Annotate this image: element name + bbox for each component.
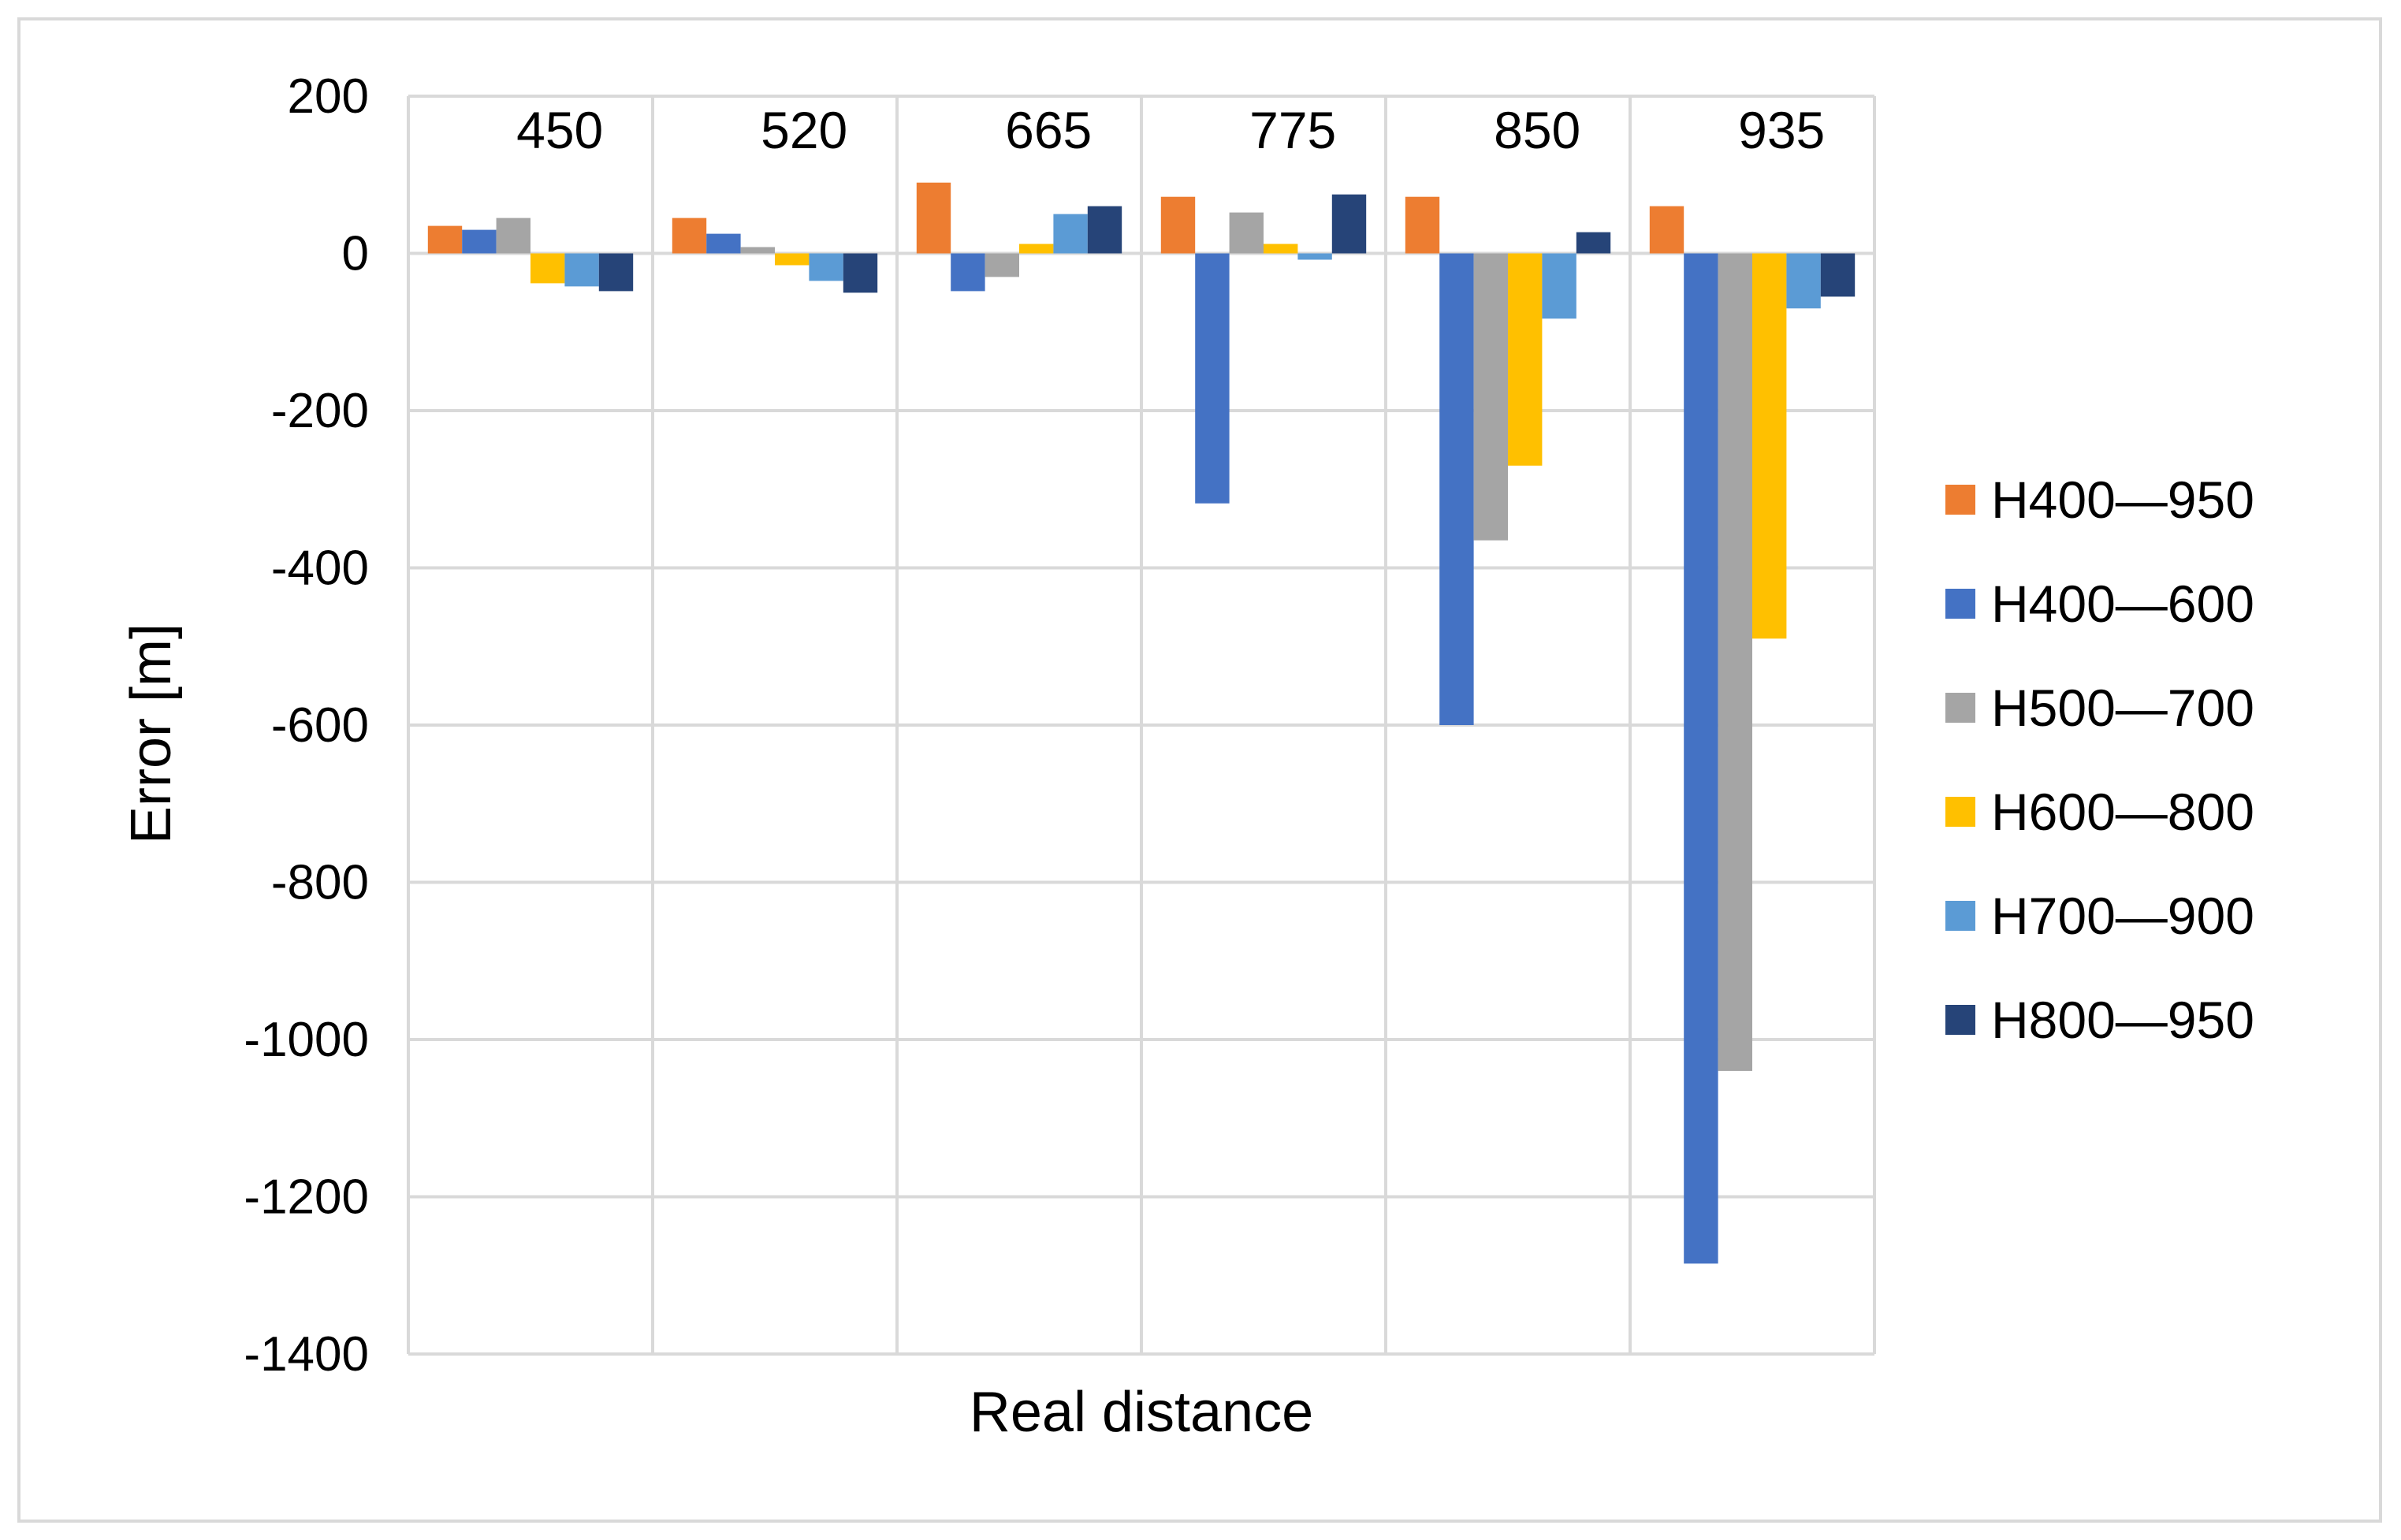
y-tick-label: -600 bbox=[271, 698, 369, 753]
bar bbox=[1576, 232, 1611, 254]
legend-swatch bbox=[1945, 693, 1975, 723]
bar bbox=[1297, 253, 1332, 260]
bar bbox=[1019, 244, 1054, 254]
category-label: 850 bbox=[1494, 101, 1580, 159]
category-label: 935 bbox=[1738, 101, 1825, 159]
grid-lines bbox=[407, 95, 1876, 1356]
bar bbox=[985, 253, 1019, 277]
legend-label: H700—900 bbox=[1991, 887, 2254, 945]
category-labels: 450 520 665 775 850 935 bbox=[516, 101, 1825, 159]
y-tick-label: -200 bbox=[271, 384, 369, 438]
bar bbox=[1542, 253, 1576, 319]
chart-frame: 200 0 -200 -400 -600 -800 -1000 -1200 -1400 450 5… bbox=[17, 17, 2382, 1523]
bar bbox=[1649, 206, 1684, 254]
bar bbox=[843, 253, 878, 293]
category-label: 520 bbox=[761, 101, 847, 159]
bar bbox=[1508, 253, 1543, 466]
legend-label: H800—950 bbox=[1991, 991, 2254, 1049]
bar bbox=[1264, 244, 1298, 254]
legend-swatch bbox=[1945, 485, 1975, 515]
bar bbox=[916, 182, 951, 254]
bar bbox=[1473, 253, 1508, 541]
y-tick-label: -400 bbox=[271, 541, 369, 596]
bar bbox=[1439, 253, 1474, 725]
category-label: 665 bbox=[1005, 101, 1092, 159]
bar bbox=[462, 229, 497, 254]
y-tick-label: -800 bbox=[271, 856, 369, 910]
bar bbox=[1718, 253, 1752, 1071]
bar bbox=[1160, 196, 1196, 254]
bar bbox=[1786, 253, 1821, 309]
legend-label: H500—700 bbox=[1991, 679, 2254, 737]
bar bbox=[706, 233, 741, 254]
bar bbox=[1684, 253, 1718, 1264]
y-tick-label: -1200 bbox=[244, 1170, 369, 1225]
legend-label: H400—600 bbox=[1991, 575, 2254, 633]
y-axis-tick-labels: 200 0 -200 -400 -600 -800 -1000 -1200 -1400 bbox=[244, 69, 369, 1382]
bar bbox=[1752, 253, 1787, 639]
legend-swatch bbox=[1945, 901, 1975, 931]
legend-swatch bbox=[1945, 797, 1975, 827]
bar bbox=[1087, 206, 1122, 254]
bar bbox=[530, 253, 565, 284]
bars bbox=[427, 182, 1856, 1264]
y-tick-label: 200 bbox=[288, 69, 369, 124]
bar bbox=[1053, 214, 1088, 254]
bar bbox=[1229, 212, 1264, 254]
bar bbox=[1405, 196, 1440, 254]
y-axis-title: Error [m] bbox=[120, 623, 183, 844]
y-tick-label: 0 bbox=[342, 227, 369, 281]
legend-label: H600—800 bbox=[1991, 783, 2254, 841]
bar bbox=[598, 253, 634, 292]
bar bbox=[809, 253, 843, 281]
bar-chart: 200 0 -200 -400 -600 -800 -1000 -1200 -1400 450 5… bbox=[120, 69, 2254, 1444]
x-axis-title: Real distance bbox=[970, 1381, 1313, 1444]
bar bbox=[564, 253, 599, 287]
bar bbox=[740, 247, 775, 254]
bar bbox=[1331, 194, 1367, 254]
bar bbox=[1195, 253, 1230, 504]
bar bbox=[672, 218, 707, 254]
y-tick-label: -1000 bbox=[244, 1013, 369, 1067]
legend: H400—950 H400—600 H500—700 H600—800 H700—900… bbox=[1945, 471, 2254, 1049]
legend-swatch bbox=[1945, 589, 1975, 619]
category-label: 450 bbox=[516, 101, 603, 159]
y-tick-label: -1400 bbox=[244, 1327, 369, 1382]
bar bbox=[775, 253, 810, 266]
legend-label: H400—950 bbox=[1991, 471, 2254, 529]
bar bbox=[496, 218, 530, 254]
category-label: 775 bbox=[1249, 101, 1336, 159]
legend-swatch bbox=[1945, 1005, 1975, 1035]
bar bbox=[427, 225, 463, 254]
bar bbox=[1820, 253, 1856, 297]
bar bbox=[951, 253, 985, 292]
